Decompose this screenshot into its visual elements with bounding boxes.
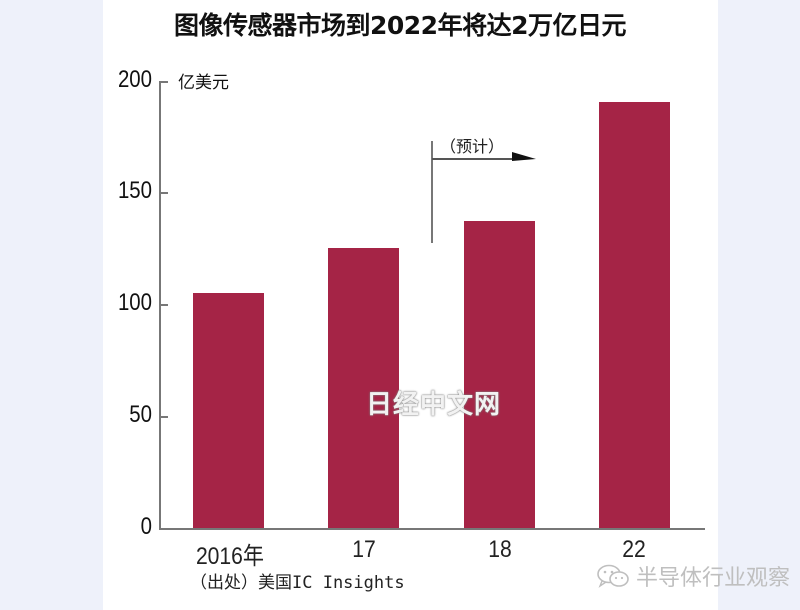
y-axis-line (159, 81, 161, 529)
y-tick-label-50: 50 (129, 401, 152, 428)
wechat-icon (597, 564, 629, 588)
forecast-arrow-line (432, 158, 516, 160)
nikkei-watermark: 日经中文网 (366, 390, 502, 420)
forecast-arrow-icon (512, 152, 536, 161)
y-tick-50 (160, 416, 168, 418)
x-label-17: 17 (352, 536, 376, 563)
chart-title: 图像传感器市场到2022年将达2万亿日元 (174, 11, 626, 40)
x-label-2016: 2016年 (195, 543, 265, 570)
y-tick-label-0: 0 (140, 513, 152, 540)
forecast-label: （预计） (440, 137, 505, 156)
y-tick-100 (160, 304, 168, 306)
y-tick-label-200: 200 (117, 66, 152, 93)
y-tick-200 (160, 81, 168, 83)
wechat-watermark: 半导体行业观察 (596, 560, 790, 592)
y-tick-label-100: 100 (117, 289, 152, 316)
x-label-22: 22 (622, 536, 646, 563)
bar-2017 (328, 248, 399, 528)
bar-2018 (464, 221, 535, 528)
source-note: （出处）美国IC Insights (190, 568, 405, 593)
y-axis-unit: 亿美元 (178, 73, 229, 93)
wechat-account-name: 半导体行业观察 (636, 566, 791, 591)
y-tick-150 (160, 192, 168, 194)
bar-2022 (599, 102, 670, 528)
source-prefix: （出处）美国 (190, 573, 292, 593)
forecast-divider (431, 141, 433, 243)
y-tick-label-150: 150 (117, 177, 152, 204)
x-label-18: 18 (488, 536, 512, 563)
bar-2016 (193, 293, 264, 528)
source-name: IC Insights (292, 573, 405, 593)
x-axis-line (159, 528, 705, 530)
